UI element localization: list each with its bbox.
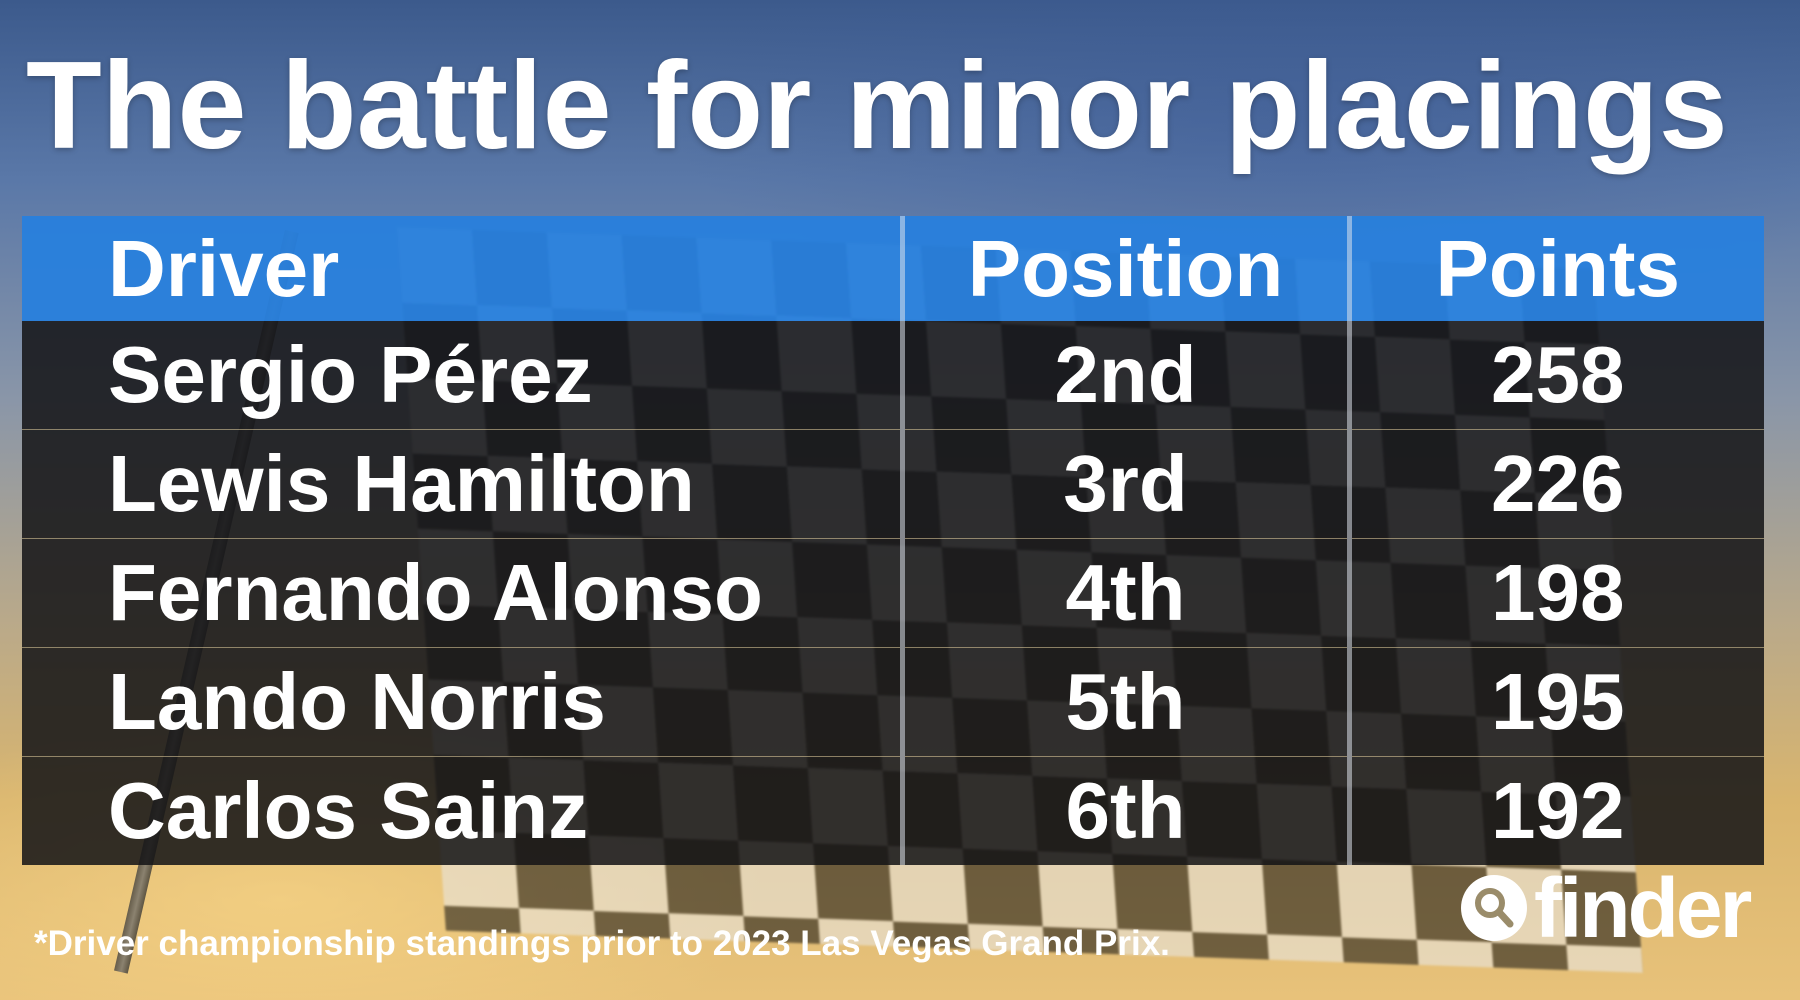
driver-cell: Carlos Sainz <box>22 756 902 865</box>
driver-cell: Sergio Pérez <box>22 321 902 430</box>
position-cell: 3rd <box>899 429 1349 539</box>
standings-table: Driver Position Points Sergio Pérez 2nd … <box>22 216 1764 865</box>
driver-cell: Lewis Hamilton <box>22 429 902 539</box>
header-driver: Driver <box>22 216 902 321</box>
points-cell: 258 <box>1346 321 1764 430</box>
header-position: Position <box>899 216 1349 321</box>
points-cell: 192 <box>1346 756 1764 865</box>
table-row: Lewis Hamilton 3rd 226 <box>22 429 1764 539</box>
position-cell: 6th <box>899 756 1349 865</box>
driver-cell: Lando Norris <box>22 647 902 757</box>
points-cell: 195 <box>1346 647 1764 757</box>
points-cell: 226 <box>1346 429 1764 539</box>
table-row: Carlos Sainz 6th 192 <box>22 756 1764 865</box>
brand-name: finder <box>1534 861 1752 955</box>
position-cell: 4th <box>899 538 1349 648</box>
table-row: Sergio Pérez 2nd 258 <box>22 321 1764 430</box>
table-row: Lando Norris 5th 195 <box>22 647 1764 757</box>
driver-cell: Fernando Alonso <box>22 538 902 648</box>
page-title: The battle for minor placings <box>26 37 1728 175</box>
position-cell: 5th <box>899 647 1349 757</box>
position-cell: 2nd <box>899 321 1349 430</box>
magnifier-icon <box>1461 875 1527 941</box>
header-row: Driver Position Points <box>22 216 1764 321</box>
table-row: Fernando Alonso 4th 198 <box>22 538 1764 648</box>
footnote: *Driver championship standings prior to … <box>34 924 1170 963</box>
points-cell: 198 <box>1346 538 1764 648</box>
header-points: Points <box>1346 216 1764 321</box>
finder-logo: finder <box>1460 861 1752 955</box>
